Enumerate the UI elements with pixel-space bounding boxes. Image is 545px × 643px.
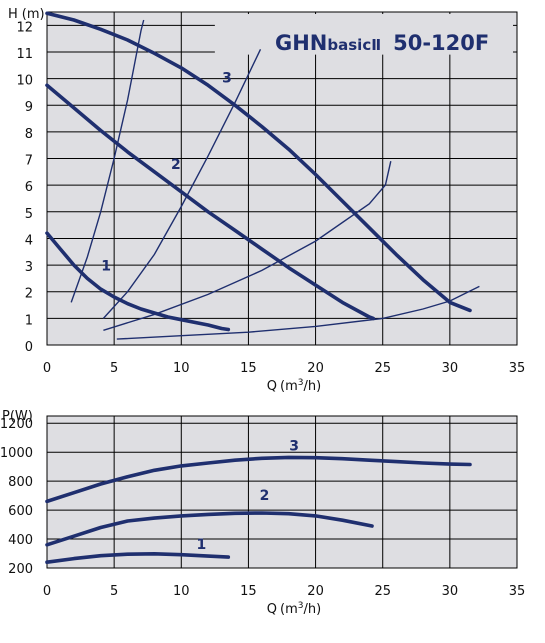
chart-title: GHNbasicⅡ 50-120F (275, 31, 489, 55)
x-tick-label: 35 (509, 584, 526, 599)
x-axis-label: Q (m3/h) (267, 601, 321, 617)
system-curve-2 (102, 48, 262, 319)
series-line-2 (45, 511, 374, 547)
y-axis-label-main: H (8, 7, 18, 22)
x-tick-label: 0 (43, 584, 51, 599)
y-tick-label: 2 (25, 287, 33, 302)
series-line-2 (45, 83, 376, 321)
y-axis-label-main: P (2, 409, 10, 424)
y-tick-label: 0 (25, 340, 33, 355)
x-tick-label: 10 (173, 361, 190, 376)
x-axis-label-main: Q (267, 602, 277, 617)
y-tick-label: 800 (8, 475, 33, 490)
series-label-1: 1 (197, 537, 207, 553)
y-tick-label: 11 (16, 47, 33, 62)
y-tick-label: 9 (25, 100, 33, 115)
x-tick-label: 15 (240, 361, 257, 376)
y-tick-label: 3 (25, 260, 33, 275)
chart-title-model: 50-120F (393, 31, 489, 55)
x-tick-label: 35 (509, 361, 526, 376)
x-axis-label: Q (m3/h) (267, 378, 321, 394)
series-line-1 (45, 552, 231, 564)
series-line-1 (45, 231, 231, 332)
series-line-3 (45, 455, 472, 504)
y-tick-label: 5 (25, 207, 33, 222)
chart-title-sub: basicⅡ (327, 36, 381, 54)
y-tick-label: 600 (8, 504, 33, 519)
x-tick-label: 5 (110, 584, 118, 599)
x-tick-label: 25 (374, 361, 391, 376)
x-tick-label: 20 (307, 584, 324, 599)
y-tick-label: 4 (25, 233, 33, 248)
series-label-2: 2 (171, 157, 181, 173)
title-box (214, 14, 513, 55)
plot-area (47, 12, 517, 345)
x-axis-label-sup: 3 (298, 378, 304, 388)
y-axis-label: H (m) (8, 7, 45, 22)
y-tick-label: 1 (25, 313, 33, 328)
y-axis-label-unit: (W) (10, 409, 33, 424)
x-axis-label-sup: 3 (298, 601, 304, 611)
y-tick-label: 200 (8, 562, 33, 577)
system-curve-3 (103, 161, 392, 331)
y-axis-label: P(W) (2, 409, 33, 424)
y-tick-label: 10 (16, 74, 33, 89)
x-axis-label-unit: (m (280, 602, 298, 617)
y-tick-label: 400 (8, 533, 33, 548)
system-curve-1 (70, 19, 145, 303)
plot-area (47, 416, 517, 568)
plot-frame (46, 11, 518, 346)
series-label-2: 2 (260, 488, 270, 504)
y-tick-label: 7 (25, 154, 33, 169)
x-axis-label-unit-end: /h) (304, 602, 322, 617)
x-axis-label-main: Q (267, 379, 277, 394)
x-tick-label: 20 (307, 361, 324, 376)
y-tick-label: 12 (16, 20, 33, 35)
x-tick-label: 30 (442, 361, 459, 376)
x-tick-label: 30 (442, 584, 459, 599)
system-curve-4 (116, 285, 480, 340)
x-tick-label: 25 (374, 584, 391, 599)
series-label-3: 3 (222, 71, 232, 87)
x-tick-label: 5 (110, 361, 118, 376)
y-tick-label: 1200 (0, 417, 33, 432)
series-label-1: 1 (101, 258, 111, 274)
x-tick-label: 0 (43, 361, 51, 376)
x-tick-label: 10 (173, 584, 190, 599)
series-line-3 (45, 11, 472, 313)
plot-frame (46, 415, 518, 569)
x-tick-label: 15 (240, 584, 257, 599)
x-axis-label-unit-end: /h) (304, 379, 322, 394)
y-axis-label-unit: (m) (22, 7, 45, 22)
y-tick-label: 6 (25, 180, 33, 195)
chart-title-main: GHN (275, 31, 327, 55)
y-tick-label: 8 (25, 127, 33, 142)
x-axis-label-unit: (m (280, 379, 298, 394)
series-label-3: 3 (289, 439, 299, 455)
y-tick-label: 1000 (0, 446, 33, 461)
